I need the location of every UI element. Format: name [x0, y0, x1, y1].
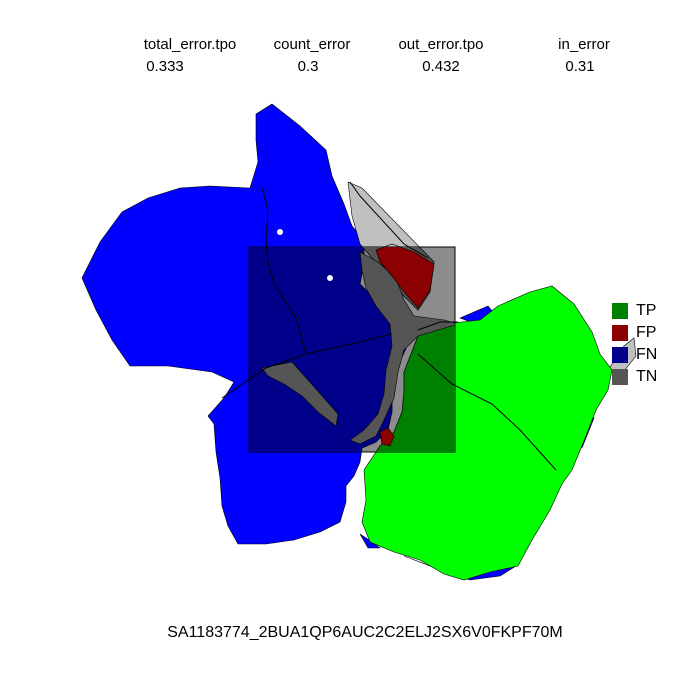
metric-in-error: in_error 0.31 [504, 34, 664, 78]
metric-label: in_error [558, 36, 610, 53]
metric-value: 0.432 [422, 58, 460, 75]
legend-swatch [612, 369, 628, 385]
legend-item-tn: TN [612, 366, 657, 388]
notch [327, 275, 333, 281]
boundary-line [417, 353, 557, 471]
metric-total-error-tpo: total_error.tpo 0.333 [110, 34, 270, 78]
metric-label: out_error.tpo [398, 36, 484, 53]
metric-out-error-tpo: out_error.tpo 0.432 [361, 34, 521, 78]
fp-region-small-blob [379, 427, 395, 447]
boundary-line [349, 181, 429, 259]
inside-layer [249, 247, 455, 452]
legend-swatch [612, 347, 628, 363]
tp-region [375, 322, 455, 452]
metric-value: 0.31 [565, 58, 595, 75]
boundary-line [261, 187, 307, 355]
legend-label: TP [636, 302, 657, 319]
legend-label: FP [636, 324, 657, 341]
metric-value: 0.3 [297, 58, 319, 75]
boundary-line [417, 321, 458, 331]
legend-swatch [612, 325, 628, 341]
metric-count-error: count_error 0.3 [232, 34, 392, 78]
tn-region-corridor [349, 251, 455, 445]
tn-region-diagonal [261, 361, 339, 427]
metric-label: count_error [273, 36, 351, 53]
notch [277, 229, 283, 235]
map-notches [277, 229, 333, 281]
parcel-boundaries [221, 181, 557, 471]
boundary-line [221, 333, 393, 399]
legend-item-fp: FP [612, 322, 657, 344]
legend-item-tp: TP [612, 300, 657, 322]
fp-region-blob [375, 247, 435, 309]
legend-label: FN [636, 346, 658, 363]
legend-item-fn: FN [612, 344, 657, 366]
metric-value: 0.333 [146, 58, 184, 75]
legend: TP FP FN TN [612, 300, 657, 388]
sample-id: SA1183774_2BUA1QP6AUC2C2ELJ2SX6V0FKPF70M [167, 624, 563, 641]
fn-region-west [249, 247, 419, 452]
legend-label: TN [636, 368, 658, 385]
metric-label: total_error.tpo [143, 36, 237, 53]
legend-swatch [612, 303, 628, 319]
